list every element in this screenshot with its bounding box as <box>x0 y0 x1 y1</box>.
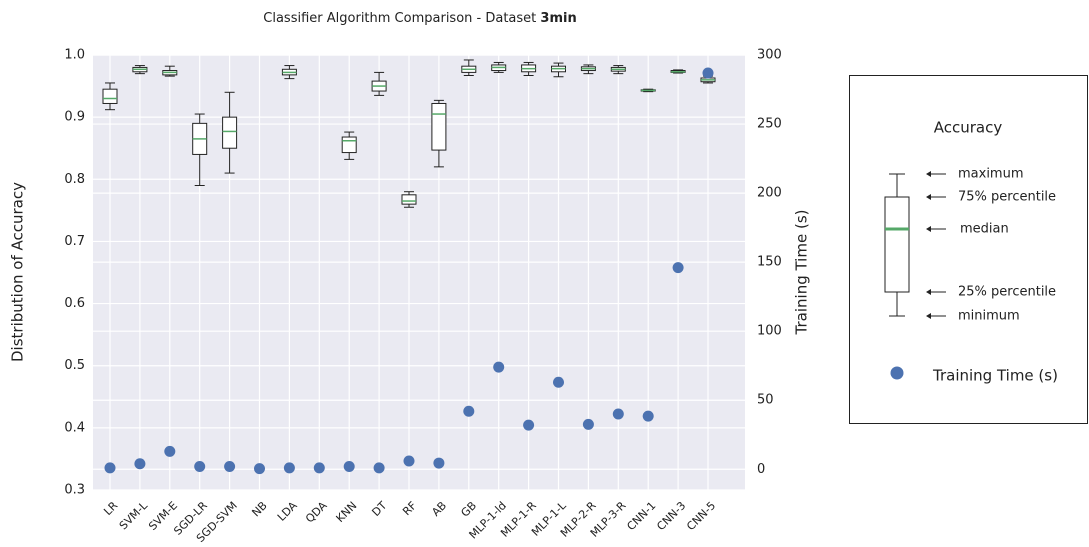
y-tick-label: 0.6 <box>64 296 85 311</box>
legend-marker <box>890 366 904 380</box>
y2-tick-label: 50 <box>757 393 774 408</box>
x-tick-label: DT <box>369 499 389 519</box>
y-tick-label: 0.9 <box>64 110 85 125</box>
training-time-point <box>254 463 265 475</box>
legend-title: Accuracy <box>934 119 1003 137</box>
training-time-point <box>373 462 385 474</box>
y2-tick-label: 150 <box>757 255 782 270</box>
legend-part-label: 75% percentile <box>958 190 1056 205</box>
box <box>341 136 357 154</box>
legend-part-label: median <box>960 222 1009 237</box>
training-time-point <box>523 419 535 431</box>
box <box>401 194 417 205</box>
training-time-point <box>104 462 116 474</box>
training-time-point <box>493 361 505 373</box>
legend-part-label: maximum <box>958 167 1024 182</box>
x-tick-label: LDA <box>275 499 300 524</box>
training-time-point <box>403 455 415 467</box>
y2-axis-label: Training Time (s) <box>793 210 811 336</box>
legend-arrowhead <box>926 171 931 177</box>
box <box>222 116 238 149</box>
training-time-point <box>642 410 654 422</box>
training-time-point <box>313 462 325 474</box>
box <box>102 88 118 104</box>
x-tick-label: NB <box>249 499 269 519</box>
x-tick-label: QDA <box>303 499 330 526</box>
box <box>431 102 447 151</box>
x-tick-label: SVM-L <box>117 498 151 532</box>
x-tick-label: CNN-3 <box>654 499 688 533</box>
y2-tick-label: 200 <box>757 186 782 201</box>
x-tick-label: KNN <box>334 499 360 525</box>
training-time-point <box>224 461 236 473</box>
x-tick-label: CNN-1 <box>624 499 658 533</box>
training-time-point <box>582 418 594 430</box>
y2-tick-label: 250 <box>757 117 782 132</box>
legend-arrowhead <box>926 313 931 319</box>
y2-tick-label: 300 <box>757 48 782 63</box>
legend-part-label: 25% percentile <box>958 285 1056 300</box>
training-time-point <box>194 461 206 473</box>
y-tick-label: 1.0 <box>64 48 85 63</box>
legend-arrowhead <box>926 289 931 295</box>
y-tick-label: 0.7 <box>64 234 85 249</box>
chart-title: Classifier Algorithm Comparison - Datase… <box>263 11 576 26</box>
training-time-point <box>612 408 624 420</box>
title-text: Classifier Algorithm Comparison - Datase… <box>263 11 536 26</box>
x-tick-label: CNN-5 <box>684 499 718 533</box>
grid <box>93 54 745 491</box>
training-time-point <box>283 462 295 474</box>
training-time-point <box>553 376 564 388</box>
training-time-point <box>343 461 355 473</box>
x-tick-label: AB <box>429 499 449 519</box>
legend-part-label: minimum <box>958 309 1020 324</box>
legend-box-sample <box>884 173 910 317</box>
marks <box>102 59 716 475</box>
x-tick-label: RF <box>400 499 419 518</box>
legend-label: Training Time (s) <box>932 367 1058 385</box>
legend-arrowhead <box>926 226 931 232</box>
y-axis-label: Distribution of Accuracy <box>9 182 27 362</box>
y-tick-label: 0.5 <box>64 358 85 373</box>
training-time-point <box>164 445 176 457</box>
training-time-point <box>463 405 475 417</box>
training-time-point <box>433 457 445 469</box>
y-tick-label: 0.3 <box>64 483 85 498</box>
legend-arrowhead <box>926 194 931 200</box>
training-time-point <box>134 458 146 470</box>
training-time-point <box>702 67 714 79</box>
legend-box <box>884 196 910 293</box>
plot-area <box>93 55 745 490</box>
y-tick-label: 0.8 <box>64 172 85 187</box>
y2-tick-label: 100 <box>757 324 782 339</box>
legend-parts: maximum 75% percentile median 25% percentil… <box>926 167 1056 324</box>
y2-tick-label: 0 <box>757 462 765 477</box>
training-time-point <box>672 262 684 274</box>
x-tick-label: GB <box>458 499 479 520</box>
title-emphasis: 3min <box>540 11 576 26</box>
y-tick-label: 0.4 <box>64 420 85 435</box>
x-tick-label: LR <box>101 499 120 518</box>
